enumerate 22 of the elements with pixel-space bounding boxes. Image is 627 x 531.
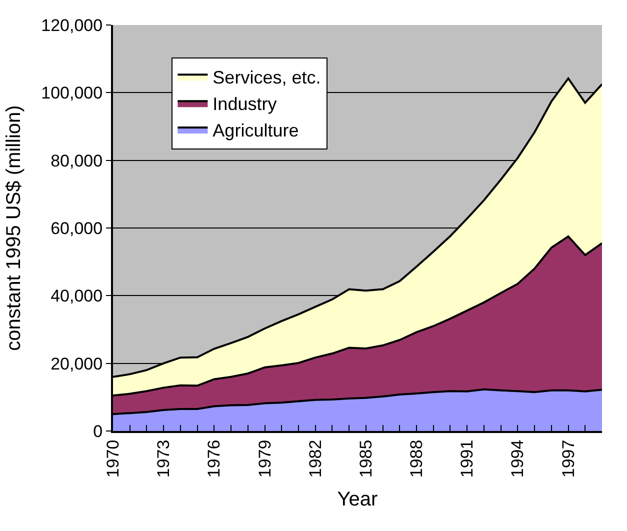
legend-label: Services, etc. <box>212 68 321 88</box>
x-tick-label: 1970 <box>104 440 123 478</box>
x-tick-label: 1997 <box>558 440 578 478</box>
x-axis-title: Year <box>337 488 378 511</box>
y-tick-label: 100,000 <box>41 84 103 103</box>
x-tick-label: 1991 <box>458 440 477 478</box>
x-tick-label: 1994 <box>508 440 528 478</box>
x-tick-label: 1982 <box>306 440 325 478</box>
x-tick-label: 1988 <box>407 440 426 478</box>
y-tick-label: 0 <box>93 422 103 441</box>
x-tick-label: 1976 <box>204 440 224 478</box>
legend-label: Industry <box>212 94 277 114</box>
y-tick-label: 40,000 <box>50 286 103 306</box>
x-tick-label: 1973 <box>154 440 174 478</box>
y-axis-title: constant 1995 US$ (million) <box>3 105 26 351</box>
x-tick-label: 1979 <box>255 440 274 478</box>
legend-label: Agriculture <box>212 120 299 140</box>
x-tick-label: 1985 <box>356 440 376 478</box>
y-tick-label: 120,000 <box>41 16 103 35</box>
y-tick-label: 20,000 <box>50 354 103 374</box>
y-tick-label: 80,000 <box>50 151 103 170</box>
y-tick-label: 60,000 <box>50 218 103 238</box>
